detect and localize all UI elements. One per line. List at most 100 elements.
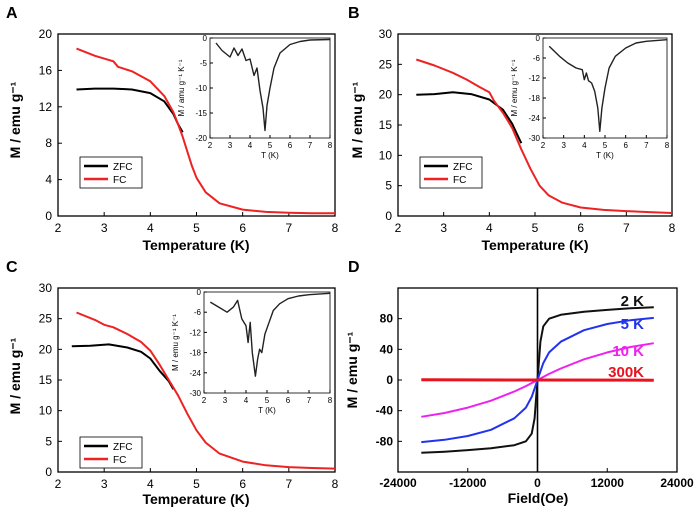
inset-y-tick-label: -30 — [189, 389, 201, 398]
x-tick-label: 0 — [534, 476, 541, 490]
x-tick-label: 5 — [193, 221, 200, 235]
inset-y-tick-label: -12 — [528, 74, 540, 83]
inset-background — [204, 292, 330, 393]
y-tick-label: -40 — [376, 404, 394, 418]
inset-y-tick-label: 0 — [536, 34, 541, 43]
legend-label-zfc: ZFC — [113, 162, 132, 173]
series-label: 2 K — [621, 293, 645, 310]
x-axis-label: Temperature (K) — [142, 237, 249, 253]
y-axis-label: M / emu g⁻¹ — [349, 81, 365, 158]
inset-x-tick-label: 5 — [603, 141, 608, 150]
y-tick-label: 20 — [39, 342, 53, 356]
inset-x-tick-label: 6 — [623, 141, 628, 150]
x-tick-label: 4 — [486, 221, 493, 235]
inset-x-tick-label: 4 — [582, 141, 587, 150]
inset-chart: 2 3 4 5 6 7 8 0 -6 -12 -18 -24 -30 T (K) M / emu g⁻¹ K… — [171, 288, 333, 415]
inset-x-tick-label: 6 — [286, 396, 291, 405]
inset-x-tick-label: 7 — [308, 141, 313, 150]
y-tick-label: 0 — [385, 209, 392, 223]
x-tick-label: 24000 — [660, 476, 694, 490]
inset-y-tick-label: -6 — [194, 308, 202, 317]
x-tick-label: 5 — [532, 221, 539, 235]
inset-x-tick-label: 8 — [328, 141, 333, 150]
y-tick-label: 0 — [45, 209, 52, 223]
x-tick-label: 3 — [101, 221, 108, 235]
legend-box — [419, 156, 483, 189]
series-fc-line — [76, 47, 335, 215]
y-tick-label: 25 — [379, 57, 393, 71]
x-tick-label: 12000 — [591, 476, 625, 490]
inset-x-tick-label: 6 — [288, 141, 293, 150]
x-axis-label: Temperature (K) — [142, 491, 249, 507]
y-tick-label: 10 — [379, 148, 393, 162]
inset-chart: 2 3 4 5 6 7 8 0 -5 -10 -15 -20 T (K) M / amu g⁻¹ K⁻¹ — [177, 34, 333, 160]
y-tick-label: 0 — [45, 465, 52, 479]
x-tick-label: 7 — [623, 221, 630, 235]
y-tick-label: 20 — [379, 88, 393, 102]
series-zfc-line — [71, 343, 175, 390]
inset-y-tick-label: -18 — [528, 94, 540, 103]
x-tick-label: 2 — [395, 221, 402, 235]
inset-y-tick-label: -5 — [200, 59, 208, 68]
y-tick-label: 20 — [39, 27, 53, 41]
panel-label: B — [348, 5, 360, 22]
y-tick-label: -80 — [376, 434, 394, 448]
series-fc-line — [76, 311, 336, 470]
x-tick-label: 6 — [239, 221, 246, 235]
legend-box — [79, 156, 143, 189]
inset-x-tick-label: 3 — [223, 396, 228, 405]
y-tick-label: 8 — [45, 136, 52, 150]
legend-label-fc: FC — [113, 175, 126, 186]
legend-box — [79, 436, 143, 469]
x-tick-label: 8 — [669, 221, 676, 235]
x-tick-label: 4 — [147, 477, 154, 491]
inset-y-tick-label: -18 — [189, 349, 201, 358]
y-tick-label: 5 — [385, 179, 392, 193]
x-tick-label: 2 — [55, 477, 62, 491]
panel-label: A — [6, 5, 18, 22]
x-tick-label: -24000 — [379, 476, 417, 490]
x-tick-label: 6 — [239, 477, 246, 491]
y-axis-label: M / emu g⁻¹ — [7, 81, 23, 158]
x-tick-label: 4 — [147, 221, 154, 235]
inset-series-line — [215, 38, 331, 132]
x-tick-label: 7 — [285, 477, 292, 491]
y-tick-label: 30 — [379, 27, 393, 41]
y-tick-label: 15 — [39, 373, 53, 387]
inset-y-tick-label: -10 — [195, 84, 207, 93]
inset-series-line — [209, 292, 331, 377]
x-axis-label: Temperature (K) — [481, 237, 588, 253]
series-label: 10 K — [612, 343, 644, 360]
x-tick-label: 8 — [332, 221, 339, 235]
x-tick-label: 3 — [101, 477, 108, 491]
inset-y-tick-label: -24 — [189, 369, 201, 378]
x-tick-label: 7 — [285, 221, 292, 235]
y-tick-label: 16 — [39, 63, 53, 77]
y-tick-label: 25 — [39, 312, 53, 326]
panel-label: C — [6, 259, 18, 276]
inset-series-line — [548, 39, 668, 132]
y-tick-label: 12 — [39, 100, 53, 114]
x-tick-label: 2 — [55, 221, 62, 235]
inset-y-tick-label: -24 — [528, 114, 540, 123]
inset-y-tick-label: -30 — [528, 134, 540, 143]
y-axis-label: M / emu g⁻¹ — [344, 331, 360, 408]
inset-y-axis-label: M / emu g⁻¹ K⁻¹ — [171, 314, 180, 371]
inset-x-tick-label: 4 — [244, 396, 249, 405]
legend-label-fc: FC — [113, 455, 126, 466]
y-tick-label: 80 — [380, 312, 394, 326]
inset-x-tick-label: 5 — [268, 141, 273, 150]
panel-label: D — [348, 259, 360, 276]
legend-label-fc: FC — [453, 175, 466, 186]
inset-x-tick-label: 2 — [202, 396, 207, 405]
y-tick-label: 30 — [39, 281, 53, 295]
y-tick-label: 15 — [379, 118, 393, 132]
inset-x-tick-label: 7 — [644, 141, 649, 150]
inset-y-tick-label: -12 — [189, 328, 201, 337]
inset-y-axis-label: M / emu g⁻¹ K⁻¹ — [510, 59, 519, 116]
inset-x-tick-label: 4 — [248, 141, 253, 150]
inset-x-tick-label: 8 — [328, 396, 333, 405]
y-tick-label: 10 — [39, 404, 53, 418]
